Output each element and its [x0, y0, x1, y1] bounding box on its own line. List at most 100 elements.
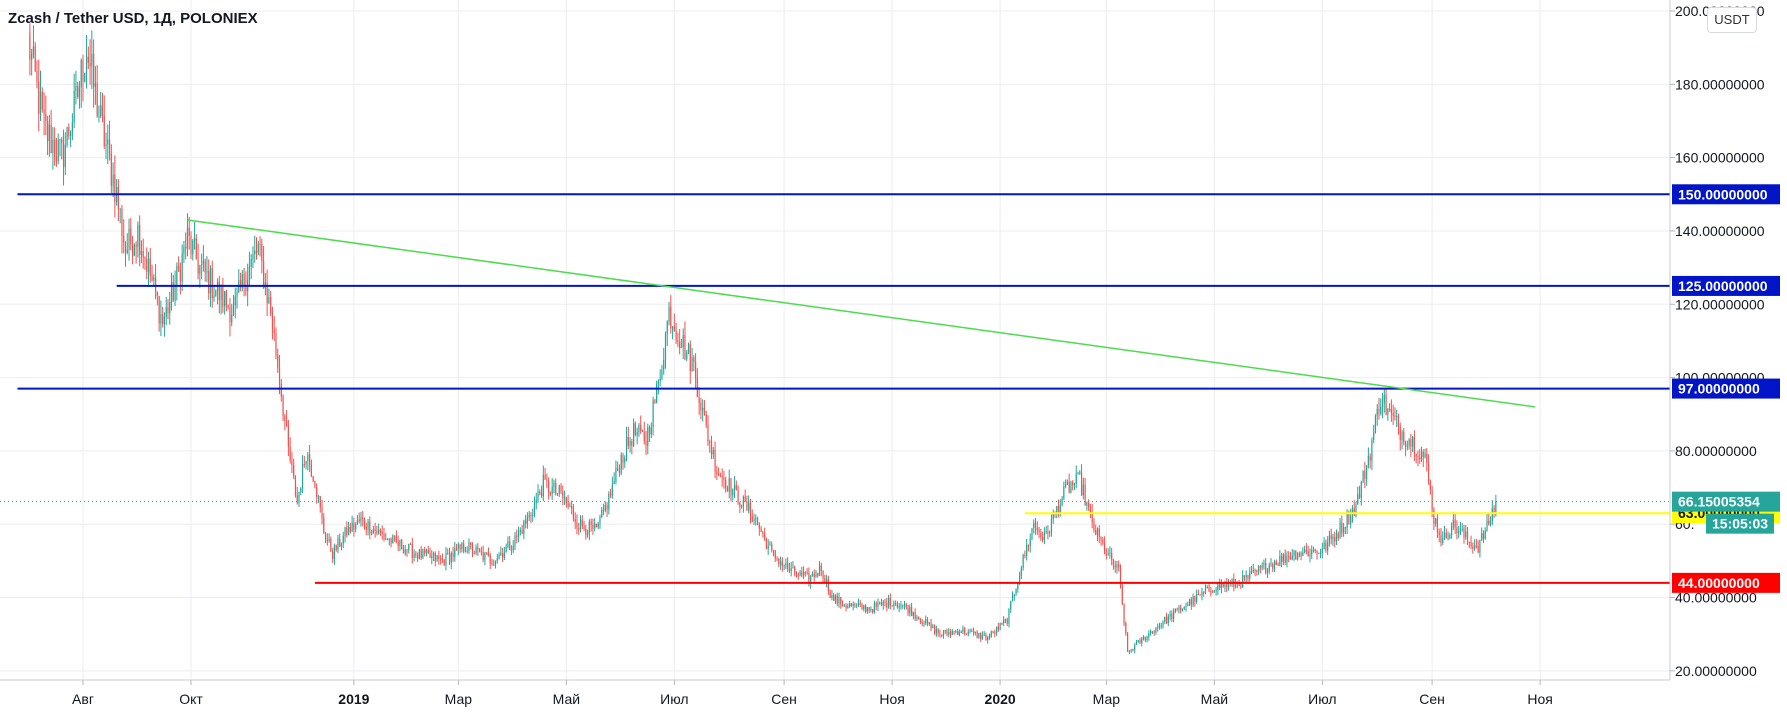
candle	[1341, 515, 1343, 538]
candle	[227, 304, 229, 310]
candle	[1304, 545, 1306, 554]
candle-body	[594, 523, 596, 529]
candle-body	[211, 268, 213, 298]
candle	[438, 550, 440, 565]
candle	[1173, 608, 1175, 623]
candle	[1245, 570, 1247, 583]
candle-body	[1034, 522, 1037, 528]
candle	[500, 546, 502, 557]
candle-body	[1102, 539, 1104, 544]
candle-body	[1250, 571, 1253, 573]
candle-body	[873, 602, 876, 613]
candle-body	[845, 605, 847, 608]
candle-body	[1373, 432, 1375, 440]
candle-body	[916, 617, 918, 619]
candle-body	[1026, 545, 1028, 556]
candle	[942, 629, 945, 639]
candle-body	[1353, 508, 1355, 516]
candle	[650, 422, 652, 439]
candle	[741, 504, 743, 509]
candle-body	[974, 631, 976, 633]
candle-body	[670, 306, 672, 329]
candle	[1215, 587, 1217, 596]
candle-body	[509, 541, 511, 550]
candle	[840, 596, 842, 609]
candle	[280, 378, 282, 402]
candle-body	[491, 563, 493, 566]
candle-body	[790, 567, 792, 572]
candle	[1325, 539, 1327, 553]
candle	[1339, 517, 1341, 539]
candle	[723, 470, 725, 489]
candle-body	[1445, 532, 1447, 539]
candle-body	[1155, 627, 1157, 633]
candle-body	[1022, 554, 1024, 568]
candle	[1033, 519, 1035, 534]
candle	[1217, 582, 1219, 595]
candle-body	[324, 533, 327, 541]
candle-body	[394, 535, 396, 537]
candle	[1197, 589, 1200, 596]
candle-body	[710, 442, 713, 455]
candle	[1169, 610, 1171, 621]
candle-body	[151, 275, 153, 281]
candle	[1369, 453, 1371, 469]
candle	[969, 628, 971, 634]
candle	[62, 129, 65, 186]
candle-body	[1307, 551, 1309, 557]
candle-body	[1427, 463, 1430, 482]
candle	[1468, 541, 1470, 548]
candle	[211, 260, 213, 308]
candle-body	[565, 497, 567, 504]
candle	[85, 35, 88, 89]
candle-body	[893, 603, 895, 607]
candle	[546, 473, 548, 489]
candle-body	[1213, 591, 1215, 593]
candle-body	[227, 305, 229, 308]
candle	[716, 465, 718, 481]
candle-body	[1027, 545, 1030, 547]
candle	[765, 537, 768, 550]
candle	[1102, 537, 1104, 546]
candle	[594, 518, 596, 532]
candle	[526, 512, 528, 529]
candle	[509, 535, 511, 551]
candle-body	[1001, 622, 1003, 624]
candle	[1080, 464, 1083, 497]
candle	[1461, 522, 1463, 532]
price-tick-label: 180.00000000	[1675, 76, 1765, 92]
candle-body	[1337, 533, 1339, 539]
candle-body	[1167, 616, 1169, 624]
candle-body	[351, 522, 353, 532]
candle	[1052, 509, 1054, 524]
candle-body	[1438, 532, 1440, 536]
candle	[1456, 520, 1458, 540]
candle	[1226, 578, 1228, 593]
candle	[955, 629, 957, 634]
candle	[1250, 565, 1253, 575]
candle	[891, 605, 893, 607]
candle	[1199, 594, 1201, 596]
candle	[1038, 526, 1040, 538]
candle-body	[1380, 406, 1382, 414]
candle	[687, 342, 690, 355]
candle	[369, 516, 371, 540]
candle-body	[399, 539, 401, 546]
candle	[162, 306, 164, 328]
candle-body	[466, 550, 468, 552]
candle-body	[818, 565, 821, 576]
currency-button[interactable]: USDT	[1707, 7, 1757, 33]
candle	[464, 546, 467, 553]
candle	[1112, 558, 1115, 570]
candle	[1420, 446, 1423, 462]
candle-body	[737, 489, 739, 503]
candle-body	[714, 450, 716, 472]
candle-body	[38, 81, 40, 114]
candle	[648, 425, 651, 443]
candle-body	[613, 481, 615, 485]
candle-body	[1105, 553, 1107, 556]
candle	[259, 236, 261, 257]
candle-body	[273, 330, 275, 333]
candle	[726, 485, 729, 492]
